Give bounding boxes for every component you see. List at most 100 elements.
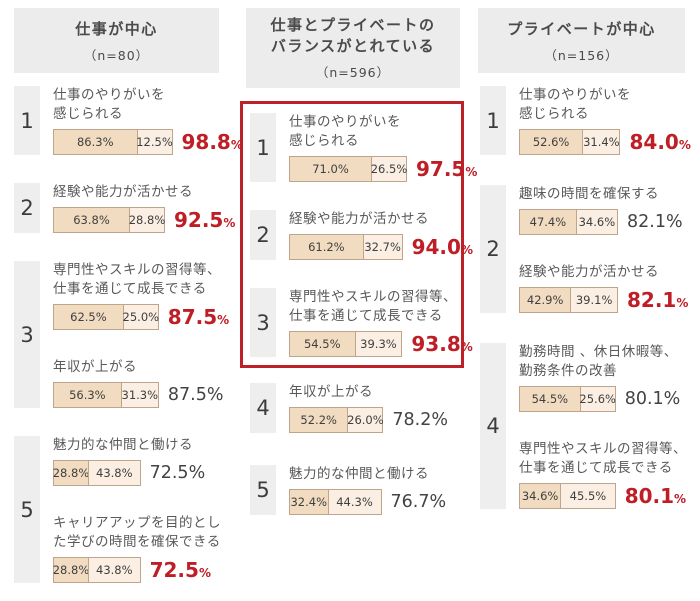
- bar-row: 71.0% 26.5% 97.5%: [289, 156, 477, 182]
- bar-segment-secondary: 31.4%: [582, 129, 621, 155]
- bar-segment-primary: 63.8%: [53, 207, 130, 233]
- total-percentage: 72.5%: [149, 558, 211, 582]
- bar-row: 61.2% 32.7% 94.0%: [289, 234, 473, 260]
- item-label: 仕事のやりがいを 感じられる: [53, 87, 165, 122]
- stacked-bar: 63.8% 28.8%: [53, 207, 165, 233]
- rank-group: 5 魅力的な仲間と働ける 32.4% 44.3% 76.7%: [250, 465, 472, 515]
- bar-row: 86.3% 12.5% 98.8%: [53, 129, 243, 155]
- item-label: 勤務時間 、休日休暇等、 勤務条件の改善: [519, 344, 678, 379]
- rank-number: 1: [14, 86, 40, 155]
- bar-segment-secondary: 39.3%: [354, 331, 403, 357]
- rank-number: 1: [250, 113, 276, 182]
- item-label: 趣味の時間を確保する: [519, 186, 659, 202]
- rank-group: 3 専門性やスキルの習得等、 仕事を通じて成長できる 54.5% 39.3% 9…: [250, 288, 473, 357]
- stacked-bar: 54.5% 39.3%: [289, 331, 403, 357]
- bar-segment-primary: 47.4%: [519, 209, 577, 235]
- ranked-item: 経験や能力が活かせる 42.9% 39.1% 82.1%: [519, 263, 688, 313]
- item-label: 年収が上がる: [289, 384, 373, 400]
- ranked-item: 勤務時間 、休日休暇等、 勤務条件の改善 54.5% 25.6% 80.1%: [519, 343, 687, 412]
- bar-segment-primary: 28.8%: [53, 460, 89, 486]
- bar-row: 63.8% 28.8% 92.5%: [53, 207, 235, 233]
- rank-group: 4 年収が上がる 52.2% 26.0% 78.2%: [250, 383, 472, 433]
- stacked-bar: 52.6% 31.4%: [519, 129, 621, 155]
- bar-segment-primary: 42.9%: [519, 287, 572, 313]
- stacked-bar: 28.8% 43.8%: [53, 557, 141, 583]
- bar-segment-primary: 62.5%: [53, 304, 124, 330]
- rank-number: 1: [480, 86, 506, 155]
- bar-row: 54.5% 25.6% 80.1%: [519, 386, 687, 412]
- rank-group: 1 仕事のやりがいを 感じられる 71.0% 26.5% 97.5%: [250, 113, 477, 182]
- ranked-item: 仕事のやりがいを 感じられる 86.3% 12.5% 98.8%: [53, 86, 243, 155]
- stacked-bar: 62.5% 25.0%: [53, 304, 159, 330]
- rank-group: 1 仕事のやりがいを 感じられる 86.3% 12.5% 98.8%: [14, 86, 243, 155]
- stacked-bar: 42.9% 39.1%: [519, 287, 618, 313]
- item-label: キャリアアップを目的とし た学びの時間を確保できる: [53, 515, 221, 550]
- bar-row: 47.4% 34.6% 82.1%: [519, 209, 688, 235]
- item-label: 専門性やスキルの習得等、 仕事を通じて成長できる: [53, 262, 221, 297]
- column-title: 仕事が中心: [75, 20, 158, 38]
- item-label: 魅力的な仲間と働ける: [53, 437, 193, 453]
- bar-row: 42.9% 39.1% 82.1%: [519, 287, 688, 313]
- bar-segment-secondary: 31.3%: [120, 382, 159, 408]
- bar-row: 54.5% 39.3% 93.8%: [289, 331, 473, 357]
- column-balanced: 仕事とプライベートの バランスがとれている （n=596） 1 仕事のやりがいを…: [240, 8, 477, 547]
- bar-row: 62.5% 25.0% 87.5%: [53, 304, 229, 330]
- sample-size: （n=596）: [315, 65, 391, 80]
- ranked-item: 趣味の時間を確保する 47.4% 34.6% 82.1%: [519, 185, 688, 235]
- stacked-bar: 52.2% 26.0%: [289, 407, 384, 433]
- column-header: 仕事が中心 （n=80）: [14, 8, 219, 73]
- item-label: 仕事のやりがいを 感じられる: [519, 87, 631, 122]
- total-percentage: 93.8%: [411, 332, 473, 356]
- rank-group: 2 経験や能力が活かせる 63.8% 28.8% 92.5%: [14, 183, 235, 233]
- total-percentage: 97.5%: [416, 157, 478, 181]
- bar-row: 28.8% 43.8% 72.5%: [53, 460, 221, 486]
- stacked-bar: 47.4% 34.6%: [519, 209, 618, 235]
- rank-number: 3: [250, 288, 276, 357]
- ranked-item: 専門性やスキルの習得等、 仕事を通じて成長できる 62.5% 25.0% 87.…: [53, 261, 229, 330]
- item-label: 経験や能力が活かせる: [53, 184, 193, 200]
- item-label: 経験や能力が活かせる: [289, 211, 429, 227]
- bar-segment-secondary: 34.6%: [575, 209, 618, 235]
- rank-group: 1 仕事のやりがいを 感じられる 52.6% 31.4% 84.0%: [480, 86, 692, 155]
- bar-segment-secondary: 12.5%: [136, 129, 173, 155]
- bar-segment-primary: 34.6%: [519, 483, 562, 509]
- rank-number: 4: [480, 343, 506, 509]
- rank-number: 2: [14, 183, 40, 233]
- rank-number: 2: [480, 185, 506, 313]
- item-label: 専門性やスキルの習得等、 仕事を通じて成長できる: [289, 289, 457, 324]
- bar-segment-secondary: 44.3%: [327, 489, 382, 515]
- bar-segment-primary: 54.5%: [289, 331, 356, 357]
- bar-segment-secondary: 39.1%: [570, 287, 618, 313]
- bar-segment-primary: 71.0%: [289, 156, 372, 182]
- total-percentage: 76.7%: [390, 492, 447, 512]
- total-percentage: 87.5%: [167, 385, 224, 405]
- total-percentage: 80.1%: [624, 484, 687, 508]
- total-percentage: 87.5%: [167, 305, 230, 329]
- bar-segment-secondary: 25.0%: [123, 304, 159, 330]
- stacked-bar: 28.8% 43.8%: [53, 460, 141, 486]
- ranked-item: 魅力的な仲間と働ける 32.4% 44.3% 76.7%: [289, 465, 446, 515]
- item-label: 年収が上がる: [53, 359, 137, 375]
- total-percentage: 94.0%: [411, 235, 473, 259]
- stacked-bar: 56.3% 31.3%: [53, 382, 159, 408]
- bar-row: 28.8% 43.8% 72.5%: [53, 557, 221, 583]
- stacked-bar: 32.4% 44.3%: [289, 489, 382, 515]
- ranked-item: 専門性やスキルの習得等、 仕事を通じて成長できる 54.5% 39.3% 93.…: [289, 288, 473, 357]
- stacked-bar: 71.0% 26.5%: [289, 156, 407, 182]
- ranked-item: 経験や能力が活かせる 61.2% 32.7% 94.0%: [289, 210, 473, 260]
- total-percentage: 82.1%: [626, 212, 683, 232]
- column-title: プライベートが中心: [507, 20, 656, 38]
- bar-segment-secondary: 32.7%: [362, 234, 403, 260]
- column-private-centered: プライベートが中心 （n=156） 1 仕事のやりがいを 感じられる 52.6%…: [478, 8, 692, 539]
- sample-size: （n=156）: [544, 48, 619, 63]
- column-header: プライベートが中心 （n=156）: [478, 8, 685, 73]
- rank-group: 3 専門性やスキルの習得等、 仕事を通じて成長できる 62.5% 25.0% 8…: [14, 261, 232, 408]
- total-percentage: 78.2%: [392, 410, 448, 430]
- item-label: 魅力的な仲間と働ける: [289, 466, 429, 482]
- stacked-bar: 54.5% 25.6%: [519, 386, 616, 412]
- column-work-centered: 仕事が中心 （n=80） 1 仕事のやりがいを 感じられる 86.3% 12.5…: [14, 8, 243, 601]
- total-percentage: 80.1%: [624, 389, 681, 409]
- bar-row: 52.6% 31.4% 84.0%: [519, 129, 691, 155]
- ranked-item: キャリアアップを目的とし た学びの時間を確保できる 28.8% 43.8% 72…: [53, 514, 221, 583]
